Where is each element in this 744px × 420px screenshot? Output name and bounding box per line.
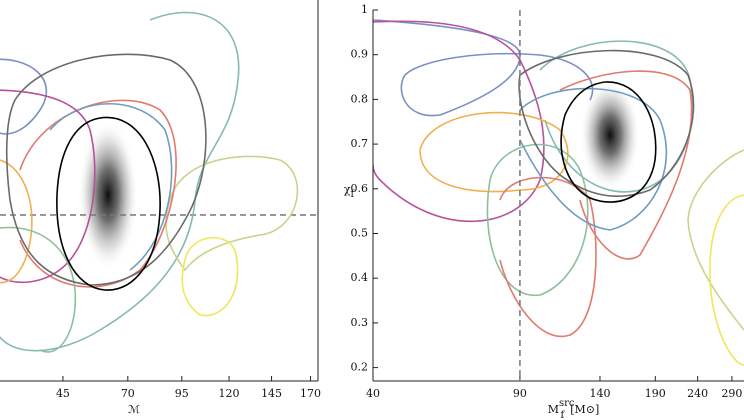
x-tick-label: 290 bbox=[721, 387, 742, 400]
contour bbox=[373, 19, 594, 117]
contour bbox=[518, 49, 695, 197]
contour bbox=[0, 226, 77, 353]
contour bbox=[419, 111, 569, 193]
label-sub: f bbox=[561, 410, 566, 420]
y-tick-label: 0.5 bbox=[351, 226, 369, 239]
contour bbox=[499, 176, 597, 338]
y-tick-label: 0.4 bbox=[351, 271, 369, 284]
y-tick-label: 0.6 bbox=[351, 182, 369, 195]
y-tick-label: 0.3 bbox=[351, 316, 369, 329]
right-contours bbox=[373, 19, 744, 366]
y-tick-label: 0.7 bbox=[351, 137, 369, 150]
contour bbox=[709, 194, 744, 366]
y-tick-label: 1 bbox=[361, 3, 368, 16]
contour bbox=[165, 155, 299, 272]
contour bbox=[486, 143, 589, 296]
label-base: χ bbox=[344, 183, 351, 196]
label-unit: [M⊙] bbox=[570, 403, 599, 416]
contour bbox=[56, 116, 161, 291]
y-tick-label: 0.8 bbox=[351, 92, 369, 105]
y-tick-label: 0.2 bbox=[351, 361, 369, 374]
x-tick-label: 45 bbox=[56, 387, 70, 400]
x-tick-label: 240 bbox=[687, 387, 708, 400]
contour bbox=[181, 236, 239, 317]
x-tick-label: 190 bbox=[645, 387, 666, 400]
contour bbox=[559, 70, 693, 260]
x-tick-label: 40 bbox=[366, 387, 380, 400]
label-base: M bbox=[548, 403, 559, 416]
axis-label: χf bbox=[344, 183, 356, 200]
label-sub: f bbox=[350, 189, 355, 200]
label-sup: src bbox=[559, 398, 575, 409]
x-tick-label: 145 bbox=[261, 387, 282, 400]
contour bbox=[560, 81, 657, 203]
contour bbox=[0, 159, 33, 284]
left-contours bbox=[0, 11, 318, 353]
axis-label: Msrc f [M⊙] bbox=[548, 398, 600, 420]
contour bbox=[0, 58, 47, 135]
x-tick-label: 90 bbox=[513, 387, 527, 400]
contour bbox=[5, 53, 207, 286]
contour bbox=[687, 149, 744, 331]
x-tick-label: 70 bbox=[121, 387, 135, 400]
contour bbox=[0, 89, 96, 284]
contour bbox=[373, 20, 545, 223]
x-tick-label: 120 bbox=[219, 387, 240, 400]
label-base: ℳ bbox=[128, 403, 140, 416]
axis-label: ℳ bbox=[128, 403, 140, 416]
x-tick-label: 170 bbox=[300, 387, 321, 400]
density-map bbox=[78, 120, 138, 270]
y-tick-label: 0.9 bbox=[351, 48, 369, 61]
x-tick-label: 140 bbox=[589, 387, 610, 400]
contour bbox=[49, 103, 173, 271]
x-tick-label: 95 bbox=[175, 387, 189, 400]
